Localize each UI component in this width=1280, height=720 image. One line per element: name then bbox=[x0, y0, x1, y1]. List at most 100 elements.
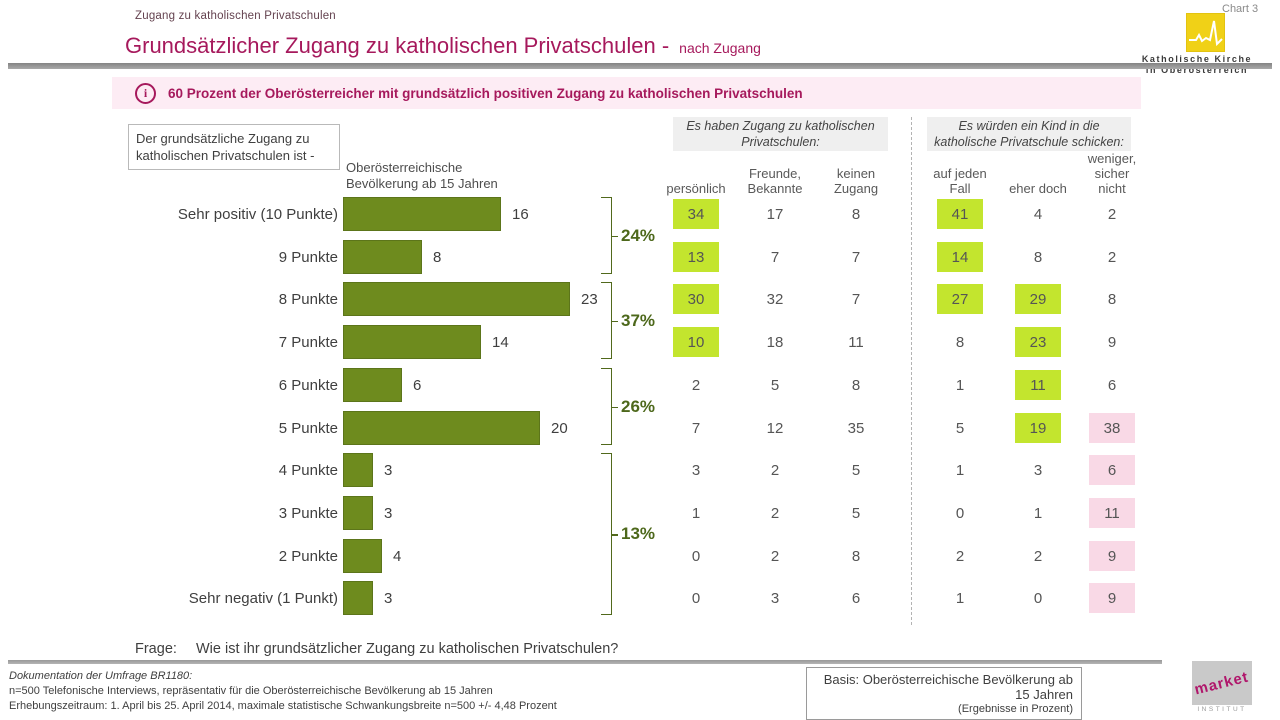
table-cell: 29 bbox=[1015, 284, 1061, 314]
category-label: Sehr positiv (10 Punkte) bbox=[177, 205, 338, 223]
chart-row: 2 Punkte 4 0 2 8 2 2 9 bbox=[0, 535, 1280, 577]
bar-value-label: 3 bbox=[384, 589, 393, 607]
table-cell: 5 bbox=[955, 419, 965, 437]
category-label: 4 Punkte bbox=[278, 461, 338, 479]
table-cell: 1 bbox=[955, 376, 965, 394]
bar bbox=[343, 197, 501, 231]
table-cell: 11 bbox=[1015, 370, 1061, 400]
question-text: Wie ist ihr grundsätzlicher Zugang zu ka… bbox=[196, 641, 619, 657]
table-cell: 8 bbox=[851, 205, 861, 223]
table-cell: 41 bbox=[937, 199, 983, 229]
bar-value-label: 3 bbox=[384, 461, 393, 479]
intro-box: Der grundsätzliche Zugang zu katholische… bbox=[128, 124, 340, 170]
table-cell: 4 bbox=[1033, 205, 1043, 223]
bracket-3 bbox=[601, 368, 618, 445]
table-cell: 3 bbox=[1033, 461, 1043, 479]
table-cell: 7 bbox=[691, 419, 701, 437]
bar bbox=[343, 581, 373, 615]
table-cell: 12 bbox=[766, 419, 784, 437]
bar-value-label: 20 bbox=[551, 419, 568, 437]
table-cell: 7 bbox=[851, 248, 861, 266]
table-cell: 8 bbox=[851, 376, 861, 394]
table-group-header-kind: Es würden ein Kind in die katholische Pr… bbox=[927, 117, 1131, 151]
column-header-1: persönlich bbox=[666, 181, 726, 196]
table-cell: 2 bbox=[691, 376, 701, 394]
table-cell: 2 bbox=[955, 547, 965, 565]
category-label: Sehr negativ (1 Punkt) bbox=[188, 589, 338, 607]
basis-box: Basis: Oberösterreichische Bevölkerung a… bbox=[806, 667, 1082, 720]
bar bbox=[343, 325, 481, 359]
question-label: Frage: bbox=[135, 641, 177, 657]
table-cell: 38 bbox=[1089, 413, 1135, 443]
table-cell: 1 bbox=[1033, 504, 1043, 522]
bar-column-header: Oberösterreichische Bevölkerung ab 15 Ja… bbox=[346, 160, 498, 191]
table-cell: 32 bbox=[766, 290, 784, 308]
table-cell: 30 bbox=[673, 284, 719, 314]
page-title-main: Grundsätzlicher Zugang zu katholischen P… bbox=[125, 33, 670, 58]
table-cell: 5 bbox=[770, 376, 780, 394]
footer-doc-line-2: n=500 Telefonische Interviews, repräsent… bbox=[9, 685, 493, 697]
column-header-5: eher doch bbox=[1009, 181, 1067, 196]
pulse-line-icon bbox=[1189, 20, 1223, 47]
table-cell: 5 bbox=[851, 461, 861, 479]
table-cell: 9 bbox=[1107, 333, 1117, 351]
table-cell: 1 bbox=[691, 504, 701, 522]
table-cell: 0 bbox=[691, 547, 701, 565]
bar bbox=[343, 539, 382, 573]
info-icon: i bbox=[135, 82, 156, 104]
basis-line-2: (Ergebnisse in Prozent) bbox=[958, 703, 1073, 715]
table-cell: 11 bbox=[848, 333, 864, 351]
table-cell: 2 bbox=[1107, 248, 1117, 266]
table-cell: 18 bbox=[766, 333, 784, 351]
table-cell: 11 bbox=[1089, 498, 1135, 528]
bar-value-label: 14 bbox=[492, 333, 509, 351]
table-cell: 9 bbox=[1089, 541, 1135, 571]
table-cell: 3 bbox=[691, 461, 701, 479]
table-cell: 6 bbox=[1089, 455, 1135, 485]
chart-row: 3 Punkte 3 1 2 5 0 1 11 bbox=[0, 492, 1280, 534]
bracket-percentage: 13% bbox=[621, 524, 656, 543]
bar-value-label: 8 bbox=[433, 248, 442, 266]
table-cell: 13 bbox=[673, 242, 719, 272]
table-group-header-zugang: Es haben Zugang zu katholischen Privatsc… bbox=[673, 117, 888, 151]
bar bbox=[343, 496, 373, 530]
table-cell: 23 bbox=[1015, 327, 1061, 357]
bracket-percentage: 26% bbox=[621, 396, 656, 416]
category-label: 5 Punkte bbox=[278, 419, 338, 437]
category-label: 2 Punkte bbox=[278, 547, 338, 565]
bar-value-label: 4 bbox=[393, 547, 402, 565]
bar-value-label: 6 bbox=[413, 376, 422, 394]
table-cell: 9 bbox=[1089, 583, 1135, 613]
table-cell: 2 bbox=[1107, 205, 1117, 223]
key-finding-text: 60 Prozent der Oberösterreicher mit grun… bbox=[168, 85, 803, 101]
chart-row: 7 Punkte 14 10 18 11 8 23 9 bbox=[0, 321, 1280, 363]
table-cell: 2 bbox=[770, 547, 780, 565]
category-label: 3 Punkte bbox=[278, 504, 338, 522]
bracket-percentage: 24% bbox=[621, 225, 656, 245]
column-header-3: keinen Zugang bbox=[833, 166, 879, 196]
column-header-2: Freunde, Bekannte bbox=[747, 166, 803, 196]
page-title-suffix: nach Zugang bbox=[679, 40, 761, 56]
table-cell: 2 bbox=[770, 504, 780, 522]
bar-value-label: 16 bbox=[512, 205, 529, 223]
bracket-percentage: 37% bbox=[621, 310, 656, 330]
market-logo-subtitle: INSTITUT bbox=[1197, 706, 1247, 713]
bar bbox=[343, 282, 570, 316]
category-label: 7 Punkte bbox=[278, 333, 338, 351]
header-divider bbox=[8, 63, 1272, 69]
basis-line-1: Basis: Oberösterreichische Bevölkerung a… bbox=[823, 672, 1073, 702]
chart-row: 5 Punkte 20 7 12 35 5 19 38 bbox=[0, 407, 1280, 449]
breadcrumb: Zugang zu katholischen Privatschulen bbox=[135, 10, 336, 22]
category-label: 6 Punkte bbox=[278, 376, 338, 394]
page-title: Grundsätzlicher Zugang zu katholischen P… bbox=[125, 33, 761, 59]
chart-row: 4 Punkte 3 3 2 5 1 3 6 bbox=[0, 449, 1280, 491]
table-cell: 1 bbox=[955, 461, 965, 479]
table-cell: 8 bbox=[1107, 290, 1117, 308]
market-institut-logo: market bbox=[1192, 661, 1252, 705]
bar bbox=[343, 368, 402, 402]
group-divider bbox=[911, 117, 912, 625]
column-header-4: auf jeden Fall bbox=[933, 166, 987, 196]
table-cell: 8 bbox=[955, 333, 965, 351]
column-header-6: weniger, sicher nicht bbox=[1087, 151, 1137, 196]
table-cell: 14 bbox=[937, 242, 983, 272]
